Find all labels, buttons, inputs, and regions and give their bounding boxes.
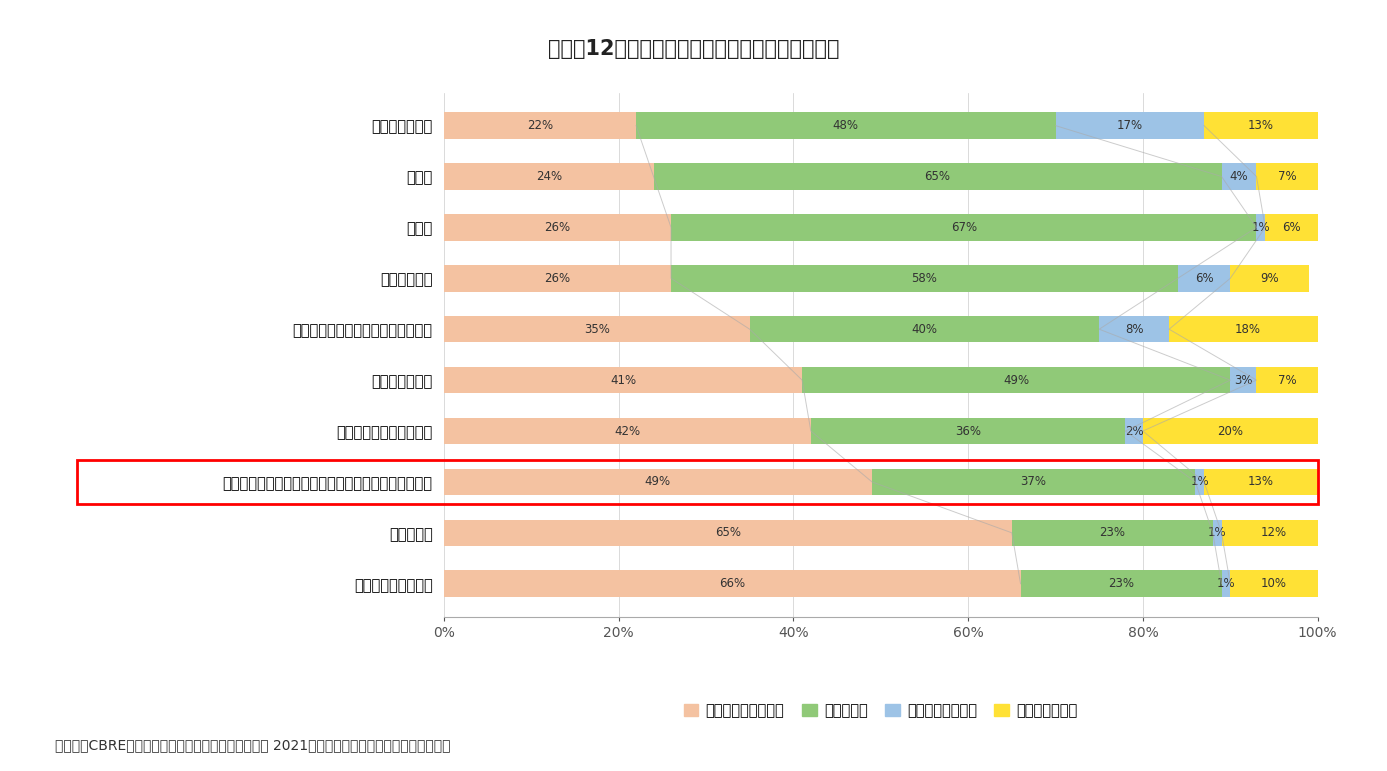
Text: 図表－12　今後の倉庫の仕様に関する要件の変化: 図表－12 今後の倉庫の仕様に関する要件の変化 (548, 39, 839, 59)
Text: 67%: 67% (950, 221, 976, 234)
Text: 35%: 35% (584, 323, 610, 335)
Bar (1056, 113, 1204, 139)
Text: 23%: 23% (1100, 527, 1125, 539)
Bar (1011, 520, 1212, 546)
Text: 1%: 1% (1208, 527, 1226, 539)
Text: 58%: 58% (911, 272, 938, 284)
Bar (1222, 520, 1326, 546)
Bar (1257, 214, 1265, 241)
Text: 13%: 13% (1248, 476, 1273, 488)
Text: 17%: 17% (1117, 119, 1143, 132)
Bar (1222, 163, 1257, 190)
Bar (1099, 316, 1169, 342)
Bar (653, 163, 1222, 190)
Text: 9%: 9% (1261, 272, 1279, 284)
Bar (444, 571, 1021, 597)
Bar (671, 214, 1257, 241)
Text: （出所）CBRE「物流施設利用に関するテナント調査 2021」資料を基にニッセイ基礎研究所作成: （出所）CBRE「物流施設利用に関するテナント調査 2021」資料を基にニッセイ… (55, 738, 451, 752)
Bar (1257, 163, 1318, 190)
Bar (444, 214, 671, 241)
Text: 40%: 40% (911, 323, 938, 335)
Text: 24%: 24% (535, 170, 562, 183)
Bar (444, 520, 1011, 546)
Text: 12%: 12% (1261, 527, 1287, 539)
Bar (1230, 265, 1309, 291)
Text: 13%: 13% (1248, 119, 1273, 132)
Text: 7%: 7% (1277, 374, 1297, 386)
Bar (811, 418, 1125, 444)
Text: 1%: 1% (1190, 476, 1209, 488)
Text: 66%: 66% (718, 577, 745, 591)
Bar (444, 265, 671, 291)
Text: 8%: 8% (1125, 323, 1143, 335)
Bar (1125, 418, 1143, 444)
Text: 1%: 1% (1216, 577, 1236, 591)
Text: 1%: 1% (1251, 221, 1270, 234)
Bar (444, 469, 872, 495)
Text: 2%: 2% (1125, 425, 1143, 437)
Bar (1143, 418, 1318, 444)
Bar (1178, 265, 1230, 291)
Bar (1222, 571, 1230, 597)
Text: 65%: 65% (925, 170, 950, 183)
Bar (1230, 367, 1257, 393)
Bar (749, 316, 1099, 342)
Text: 6%: 6% (1282, 221, 1301, 234)
Text: 6%: 6% (1194, 272, 1214, 284)
Text: 36%: 36% (956, 425, 981, 437)
Bar (1204, 469, 1318, 495)
Text: 7%: 7% (1277, 170, 1297, 183)
Bar (444, 163, 653, 190)
Text: 23%: 23% (1108, 577, 1135, 591)
Text: 48%: 48% (832, 119, 859, 132)
Bar (1257, 367, 1318, 393)
Bar (802, 367, 1230, 393)
Text: 41%: 41% (610, 374, 637, 386)
Text: 22%: 22% (527, 119, 553, 132)
Bar (1212, 520, 1222, 546)
Text: 65%: 65% (714, 527, 741, 539)
Bar (1230, 571, 1318, 597)
Text: 49%: 49% (1003, 374, 1029, 386)
Bar (1169, 316, 1326, 342)
Text: 18%: 18% (1234, 323, 1261, 335)
Bar (444, 367, 802, 393)
Bar (872, 469, 1196, 495)
Text: 4%: 4% (1230, 170, 1248, 183)
Text: 42%: 42% (614, 425, 641, 437)
Text: 26%: 26% (544, 221, 570, 234)
Legend: 大きくなる、増える, 変わらない, 小さくなる、減る, 不明、回答なし: 大きくなる、増える, 変わらない, 小さくなる、減る, 不明、回答なし (678, 698, 1083, 724)
Bar (637, 113, 1056, 139)
Text: 3%: 3% (1234, 374, 1252, 386)
Bar (444, 418, 811, 444)
Bar (444, 113, 637, 139)
Bar (444, 316, 749, 342)
Bar (671, 265, 1178, 291)
Text: 37%: 37% (1021, 476, 1047, 488)
Bar (1265, 214, 1318, 241)
Text: 49%: 49% (645, 476, 671, 488)
Text: 10%: 10% (1261, 577, 1287, 591)
Bar (1204, 113, 1318, 139)
Text: 26%: 26% (544, 272, 570, 284)
Text: 20%: 20% (1218, 425, 1243, 437)
Bar (1196, 469, 1204, 495)
Bar (1021, 571, 1222, 597)
